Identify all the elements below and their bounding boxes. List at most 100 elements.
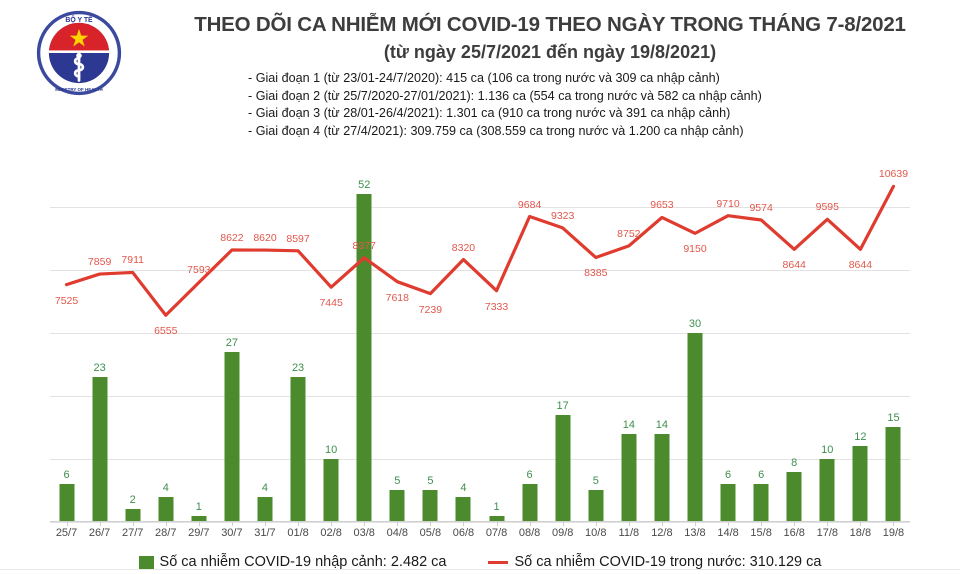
legend-label-imported: Số ca nhiễm COVID-19 nhập cảnh: 2.482 ca <box>159 554 447 570</box>
bar-value-label: 23 <box>93 361 106 374</box>
bar-slot: 6 <box>745 175 778 526</box>
bar-value-label: 2 <box>129 494 136 507</box>
gridline <box>50 269 910 271</box>
bar[interactable] <box>92 376 108 522</box>
bar-value-label: 10 <box>821 443 834 456</box>
bar-value-label: 12 <box>854 431 867 444</box>
bar-value-label: 15 <box>887 412 900 425</box>
x-tick-mark <box>794 522 796 526</box>
bar-value-label: 5 <box>592 475 599 488</box>
line-value-label: 8644 <box>848 259 873 272</box>
bar-value-label: 6 <box>526 469 533 482</box>
bar-value-label: 6 <box>725 469 732 482</box>
line-swatch-icon <box>488 560 509 564</box>
chart-title: THEO DÕI CA NHIỄM MỚI COVID-19 THEO NGÀY… <box>194 13 906 36</box>
x-axis-tick-12-8: 12/8 <box>651 527 673 539</box>
phase-summary-list: - Giai đoạn 1 (từ 23/01-24/7/2020): 415 … <box>248 70 762 140</box>
bar-value-label: 1 <box>195 500 202 513</box>
bar-value-label: 27 <box>225 336 239 349</box>
x-axis-tick-04-8: 04/8 <box>386 527 408 539</box>
bar[interactable] <box>522 484 538 522</box>
x-tick-mark <box>628 522 630 526</box>
legend-item-imported[interactable]: Số ca nhiễm COVID-19 nhập cảnh: 2.482 ca <box>138 554 447 570</box>
line-value-label: 7445 <box>319 297 343 310</box>
bar[interactable] <box>389 490 405 522</box>
bar-slot: 23 <box>282 175 315 526</box>
bar[interactable] <box>323 458 339 522</box>
bar-value-label: 1 <box>493 500 500 513</box>
bar-slot: 6 <box>513 175 546 526</box>
bar[interactable] <box>125 509 141 522</box>
x-tick-mark <box>694 522 696 526</box>
line-value-label: 8377 <box>352 239 376 252</box>
bar[interactable] <box>852 446 868 522</box>
bar[interactable] <box>786 471 802 522</box>
bar[interactable] <box>687 332 703 522</box>
bar[interactable] <box>885 427 901 522</box>
bar-slot: 23 <box>83 175 116 526</box>
bar[interactable] <box>455 496 471 522</box>
bar-value-label: 10 <box>325 443 338 456</box>
bar[interactable] <box>191 515 207 522</box>
x-axis-tick-16-8: 16/8 <box>783 527 805 539</box>
bar[interactable] <box>257 496 273 522</box>
bar[interactable] <box>654 433 670 522</box>
bar-value-label: 14 <box>655 418 669 431</box>
line-value-label: 8597 <box>286 232 310 245</box>
line-value-label: 7239 <box>418 303 443 316</box>
line-value-label: 9710 <box>716 197 740 210</box>
gridline <box>50 332 910 334</box>
bar-slot: 12 <box>844 175 877 526</box>
plot-area: 0200040006000800010000 01020304050 62324… <box>50 168 910 539</box>
x-axis-tick-05-8: 05/8 <box>419 527 442 539</box>
x-axis-tick-19-8: 19/8 <box>882 527 905 539</box>
x-axis-tick-26-7: 26/7 <box>88 527 111 539</box>
line-value-label: 7618 <box>385 291 409 304</box>
bar[interactable] <box>158 496 174 522</box>
phase-line-1: - Giai đoạn 1 (từ 23/01-24/7/2020): 415 … <box>248 71 720 85</box>
bar[interactable] <box>356 193 372 522</box>
bar[interactable] <box>588 490 604 522</box>
line-value-label: 9595 <box>815 201 839 214</box>
logo-text-bottom: MINISTRY OF HEALTH <box>55 87 103 92</box>
bar[interactable] <box>555 414 571 522</box>
x-tick-mark <box>860 522 862 526</box>
bar[interactable] <box>720 484 736 522</box>
bar-value-label: 6 <box>63 469 70 482</box>
line-value-label: 8752 <box>617 227 641 240</box>
x-tick-mark <box>529 522 531 526</box>
bar[interactable] <box>59 484 75 522</box>
line-value-label: 8620 <box>253 232 277 245</box>
phase-line-3: - Giai đoạn 3 (từ 28/01-26/4/2021): 1.30… <box>248 106 731 120</box>
bar[interactable] <box>290 376 306 522</box>
legend-item-domestic[interactable]: Số ca nhiễm COVID-19 trong nước: 310.129… <box>488 554 821 570</box>
x-tick-mark <box>298 522 300 526</box>
x-tick-mark <box>463 522 465 526</box>
line-value-label: 9684 <box>517 198 542 211</box>
bar[interactable] <box>422 490 438 522</box>
bar-value-label: 5 <box>427 475 434 488</box>
x-axis-tick-25-7: 25/7 <box>55 527 78 539</box>
chart-header: BỘ Y TẾ MINISTRY OF HEALTH THEO DÕI CA N… <box>0 0 960 150</box>
line-value-label: 8644 <box>782 259 806 272</box>
bar-slot: 10 <box>315 175 348 526</box>
bar[interactable] <box>621 433 637 522</box>
x-axis-tick-06-8: 06/8 <box>452 527 475 539</box>
phase-line-4: - Giai đoạn 4 (từ 27/4/2021): 309.759 ca… <box>248 123 744 138</box>
x-axis-tick-02-8: 02/8 <box>320 527 342 539</box>
line-value-label: 9574 <box>749 201 773 214</box>
bar[interactable] <box>819 458 835 522</box>
bar-slot: 15 <box>877 175 910 526</box>
bar-slot: 4 <box>149 175 182 526</box>
bar[interactable] <box>753 484 769 522</box>
x-tick-mark <box>761 522 763 526</box>
x-tick-mark <box>562 522 564 526</box>
bar-slot: 1 <box>480 175 513 526</box>
bar-slot: 5 <box>414 175 447 526</box>
legend-divider <box>0 569 960 570</box>
bar[interactable] <box>224 351 240 522</box>
bar-series: 6 23 2 4 1 27 4 23 10 52 5 5 4 1 6 17 5 14 14 30 6 6 8 10 12 15 <box>50 175 910 526</box>
line-value-label: 8385 <box>584 267 608 280</box>
bar[interactable] <box>489 515 505 522</box>
x-axis-tick-07-8: 07/8 <box>485 527 508 539</box>
